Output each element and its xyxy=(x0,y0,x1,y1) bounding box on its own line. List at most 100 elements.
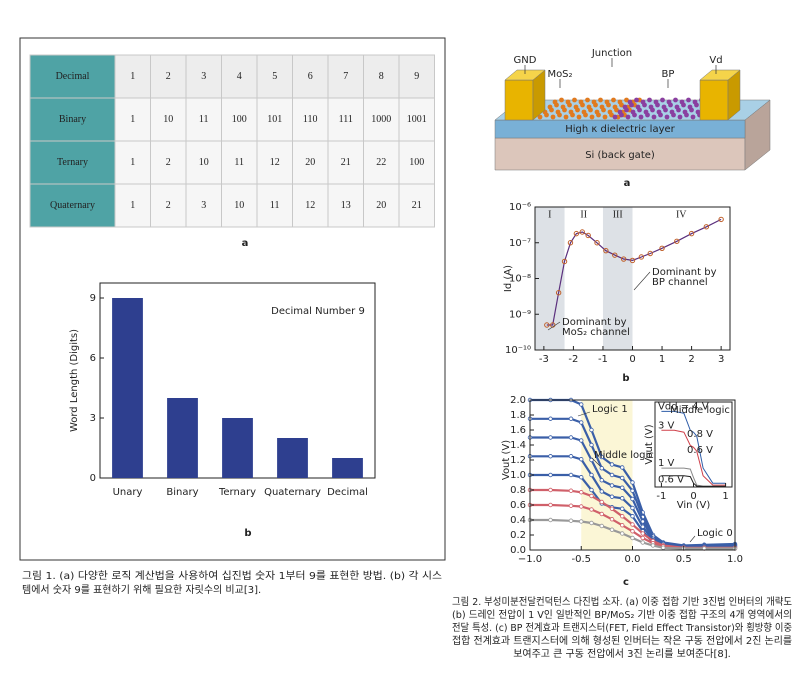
data-point xyxy=(640,540,645,545)
data-point xyxy=(630,488,635,493)
annotation: Middle logic xyxy=(594,450,654,461)
bp-atom xyxy=(656,109,662,115)
data-point xyxy=(599,511,604,517)
table-value: 110 xyxy=(303,114,318,125)
data-point xyxy=(620,475,625,481)
caption-line: 그림 2. 부성미분전달컨덕턴스 다진법 소자. (a) 이중 접합 기반 3진… xyxy=(452,596,792,608)
data-point xyxy=(620,496,625,501)
table-cell xyxy=(114,97,151,142)
data-point xyxy=(688,230,695,237)
caption-line: 접합 전계효과 트랜지스터에 의해 형성된 인버터는 작은 구동 전압에서 2진… xyxy=(452,634,792,647)
table-cell xyxy=(29,140,116,185)
data-point xyxy=(589,427,594,433)
mos2-atom xyxy=(624,97,629,103)
y-tick-label: 0.2 xyxy=(510,530,526,541)
data-point xyxy=(620,506,625,511)
data-point xyxy=(594,240,600,246)
bp-atom xyxy=(640,99,646,105)
x-tick-label: 1 xyxy=(722,491,728,502)
x-tick-label: −1.0 xyxy=(518,554,542,565)
bp-atom xyxy=(643,109,649,115)
data-point xyxy=(579,475,584,480)
table-value: 6 xyxy=(308,71,313,82)
mos2-atom xyxy=(578,99,584,105)
row-header: Ternary xyxy=(57,157,88,168)
data-point xyxy=(579,438,584,443)
mos2-atom xyxy=(594,109,600,115)
mos2-atom xyxy=(586,104,592,110)
data-point xyxy=(548,416,553,421)
y-tick-label: 9 xyxy=(90,293,96,304)
y-tick-label: 0.0 xyxy=(510,545,526,556)
table-value: 1001 xyxy=(407,114,427,125)
data-point xyxy=(579,519,584,524)
x-tick-label: 1.0 xyxy=(727,554,743,565)
inset-curve xyxy=(661,429,726,486)
mos2-atom xyxy=(604,99,610,105)
bp-atom xyxy=(612,114,618,120)
bp-atom xyxy=(648,104,654,110)
electrode xyxy=(699,79,729,121)
mos2-atom xyxy=(591,99,597,105)
table-value: 101 xyxy=(267,114,282,125)
region xyxy=(535,207,565,350)
bp-atom xyxy=(625,114,631,120)
data-point xyxy=(630,514,635,519)
table-cell xyxy=(398,140,435,185)
x-tick-label: 1 xyxy=(659,354,665,365)
y-tick-label: 1.0 xyxy=(510,470,526,481)
data-point xyxy=(573,230,580,237)
panel-label: a xyxy=(242,238,249,249)
inset-curve-label: 0.6 V xyxy=(658,475,684,486)
data-point xyxy=(589,457,594,463)
y-tick-label: 1.8 xyxy=(510,410,526,421)
region-label: IV xyxy=(676,209,687,220)
table-value: 2 xyxy=(166,200,171,211)
device-label: Junction xyxy=(591,48,632,59)
data-point xyxy=(629,257,636,264)
mos2-atom xyxy=(599,104,605,110)
y-tick-label: 10⁻⁷ xyxy=(509,238,531,249)
x-tick-label: Ternary xyxy=(218,487,256,498)
data-point xyxy=(609,472,615,478)
data-point xyxy=(550,322,556,328)
table-value: 12 xyxy=(270,157,280,168)
bp-atom xyxy=(674,104,680,110)
bp-atom xyxy=(690,114,696,120)
data-point xyxy=(544,322,550,328)
table-cell xyxy=(292,54,329,99)
inset-x-label: Vin (V) xyxy=(677,500,711,511)
table-value: 1 xyxy=(130,157,135,168)
bp-atom xyxy=(638,114,644,120)
curve xyxy=(546,218,722,326)
device-label: GND xyxy=(514,55,537,66)
mos2-atom xyxy=(576,114,582,120)
y-tick-label: 0 xyxy=(90,473,96,484)
chart-title: Decimal Number 9 xyxy=(271,306,365,317)
data-point xyxy=(630,505,635,511)
caption-line: 그림 1. (a) 다양한 로직 계산법을 사용하여 십진법 숫자 1부터 9를… xyxy=(22,569,442,582)
mos2-atom xyxy=(550,114,556,120)
data-point xyxy=(659,245,665,251)
table-cell xyxy=(114,183,151,228)
mos2-atom xyxy=(589,114,595,120)
table-value: 12 xyxy=(305,200,315,211)
data-point xyxy=(674,238,680,244)
bp-atom xyxy=(687,104,693,110)
data-point xyxy=(568,503,574,508)
data-point xyxy=(561,258,568,265)
data-point xyxy=(599,523,604,529)
inset-curve-label: 1 V xyxy=(658,458,675,469)
y-tick-label: 0.4 xyxy=(510,515,526,526)
panel-label: b xyxy=(244,528,251,539)
panel-label: a xyxy=(624,178,631,189)
data-point xyxy=(548,487,553,493)
table-cell xyxy=(221,183,258,228)
table-cell xyxy=(29,183,116,228)
data-point xyxy=(599,489,604,494)
region xyxy=(602,207,633,350)
data-point xyxy=(579,457,584,462)
mos2-atom xyxy=(611,97,616,103)
x-tick-label: 0 xyxy=(629,354,635,365)
table-value: 8 xyxy=(379,71,384,82)
